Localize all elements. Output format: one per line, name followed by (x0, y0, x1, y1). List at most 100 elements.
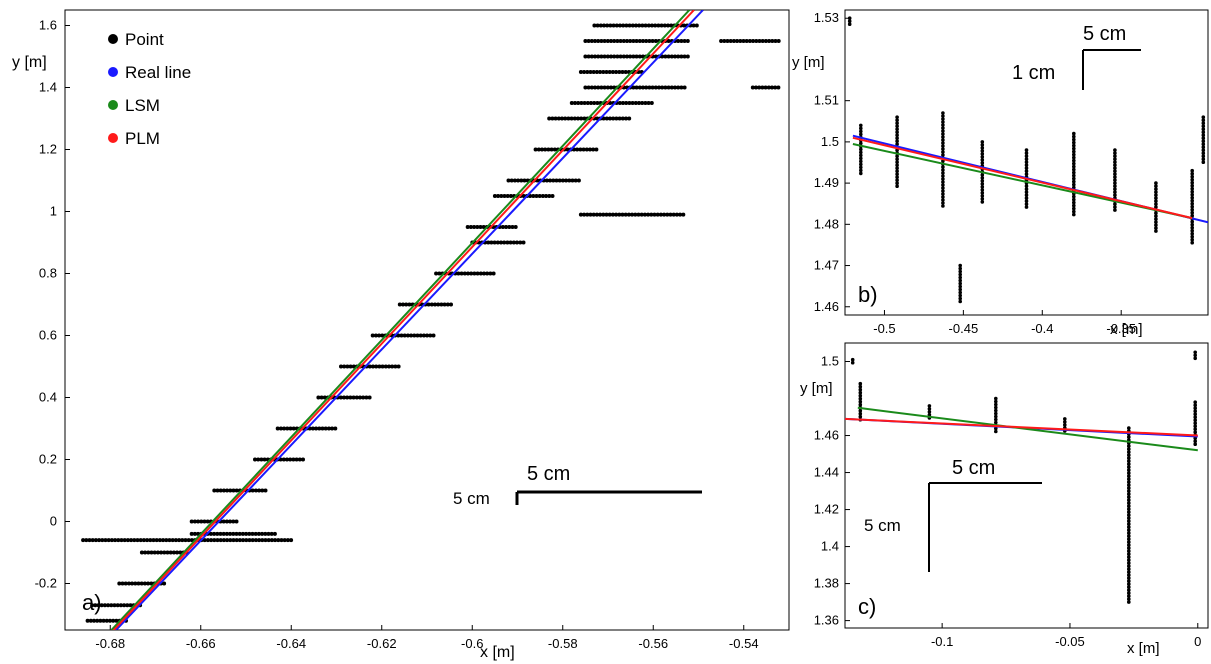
data-point (1190, 207, 1194, 212)
data-point (728, 39, 733, 43)
data-point (247, 531, 252, 536)
data-point (941, 198, 945, 202)
data-point (269, 538, 274, 543)
data-point (602, 23, 606, 28)
data-point (1127, 540, 1131, 544)
data-point (1024, 157, 1029, 161)
data-point (1113, 154, 1117, 158)
data-point (272, 531, 277, 536)
data-point (1127, 513, 1131, 517)
data-point (1113, 202, 1117, 206)
data-point (584, 147, 589, 152)
data-point (543, 147, 548, 152)
data-point (1127, 552, 1131, 556)
data-point (637, 85, 642, 90)
data-point (554, 178, 559, 183)
data-point (958, 287, 962, 292)
data-point (534, 194, 539, 198)
data-point (941, 132, 945, 136)
data-point (646, 212, 651, 217)
data-point (941, 183, 945, 187)
data-point (122, 538, 127, 543)
data-point (547, 116, 552, 121)
data-point (1127, 546, 1131, 550)
data-point (1072, 206, 1076, 211)
data-point (1072, 203, 1076, 208)
data-point (550, 194, 555, 198)
data-point (273, 538, 278, 543)
data-point (159, 550, 164, 555)
data-point (478, 271, 483, 276)
data-point (604, 70, 609, 74)
data-point (583, 54, 588, 59)
data-point (511, 240, 516, 245)
data-point (1072, 197, 1076, 202)
data-point (146, 581, 151, 586)
data-point (1127, 555, 1131, 559)
data-point (132, 538, 137, 543)
data-point (618, 54, 623, 59)
data-point (1127, 585, 1131, 589)
data-point (631, 39, 636, 43)
data-point (581, 147, 586, 152)
data-point (146, 550, 151, 555)
data-point (269, 531, 274, 536)
data-point (136, 581, 141, 586)
data-point (119, 538, 124, 543)
data-point (754, 85, 758, 90)
data-point (178, 550, 183, 555)
data-point (1154, 181, 1158, 185)
data-point (111, 618, 116, 623)
data-point (1072, 143, 1076, 148)
data-point (1072, 200, 1076, 205)
data-point (513, 225, 518, 229)
data-point (1072, 140, 1076, 145)
data-point (560, 116, 564, 121)
data-point (234, 519, 239, 524)
data-point (1201, 139, 1206, 143)
panel-a: -0.68 -0.66 -0.64 -0.62 -0.6 -0.58 -0.56 -0.54 -… (12, 9, 790, 661)
data-point (593, 85, 597, 90)
data-point (234, 538, 239, 543)
data-point (958, 290, 962, 295)
data-point (380, 333, 385, 338)
panel-a-frame (64, 9, 790, 631)
data-point (1201, 127, 1206, 131)
data-point (202, 519, 207, 524)
data-point (1154, 184, 1158, 188)
data-point (614, 212, 619, 217)
data-point (1154, 187, 1158, 191)
data-point (415, 333, 420, 338)
data-point (1190, 240, 1194, 245)
data-point (320, 426, 325, 431)
data-point (380, 364, 385, 369)
legend-label-plm: PLM (125, 129, 160, 148)
data-point (1127, 435, 1131, 439)
data-point (256, 531, 261, 536)
panel-b-ytick-label: 1.51 (814, 93, 839, 108)
data-point (250, 488, 255, 493)
data-point (847, 16, 852, 21)
data-point (1127, 426, 1131, 430)
panel-c-ytick-label: 1.4 (821, 539, 839, 554)
data-point (189, 531, 194, 536)
panel-b-ytick-label: 1.5 (821, 134, 839, 149)
data-point (958, 296, 962, 301)
data-point (1113, 157, 1117, 161)
data-point (221, 531, 226, 536)
data-point (653, 23, 658, 28)
data-point (596, 54, 601, 59)
data-point (850, 360, 855, 365)
data-point (1193, 415, 1197, 420)
data-point (205, 519, 210, 524)
data-point (1113, 184, 1117, 188)
data-point (586, 85, 591, 90)
data-point (1154, 229, 1158, 233)
data-point (1127, 504, 1131, 508)
data-point (215, 538, 220, 543)
data-point (958, 278, 962, 283)
data-point (401, 302, 405, 307)
data-point (941, 111, 945, 115)
data-point (624, 101, 629, 105)
data-point (592, 23, 597, 28)
